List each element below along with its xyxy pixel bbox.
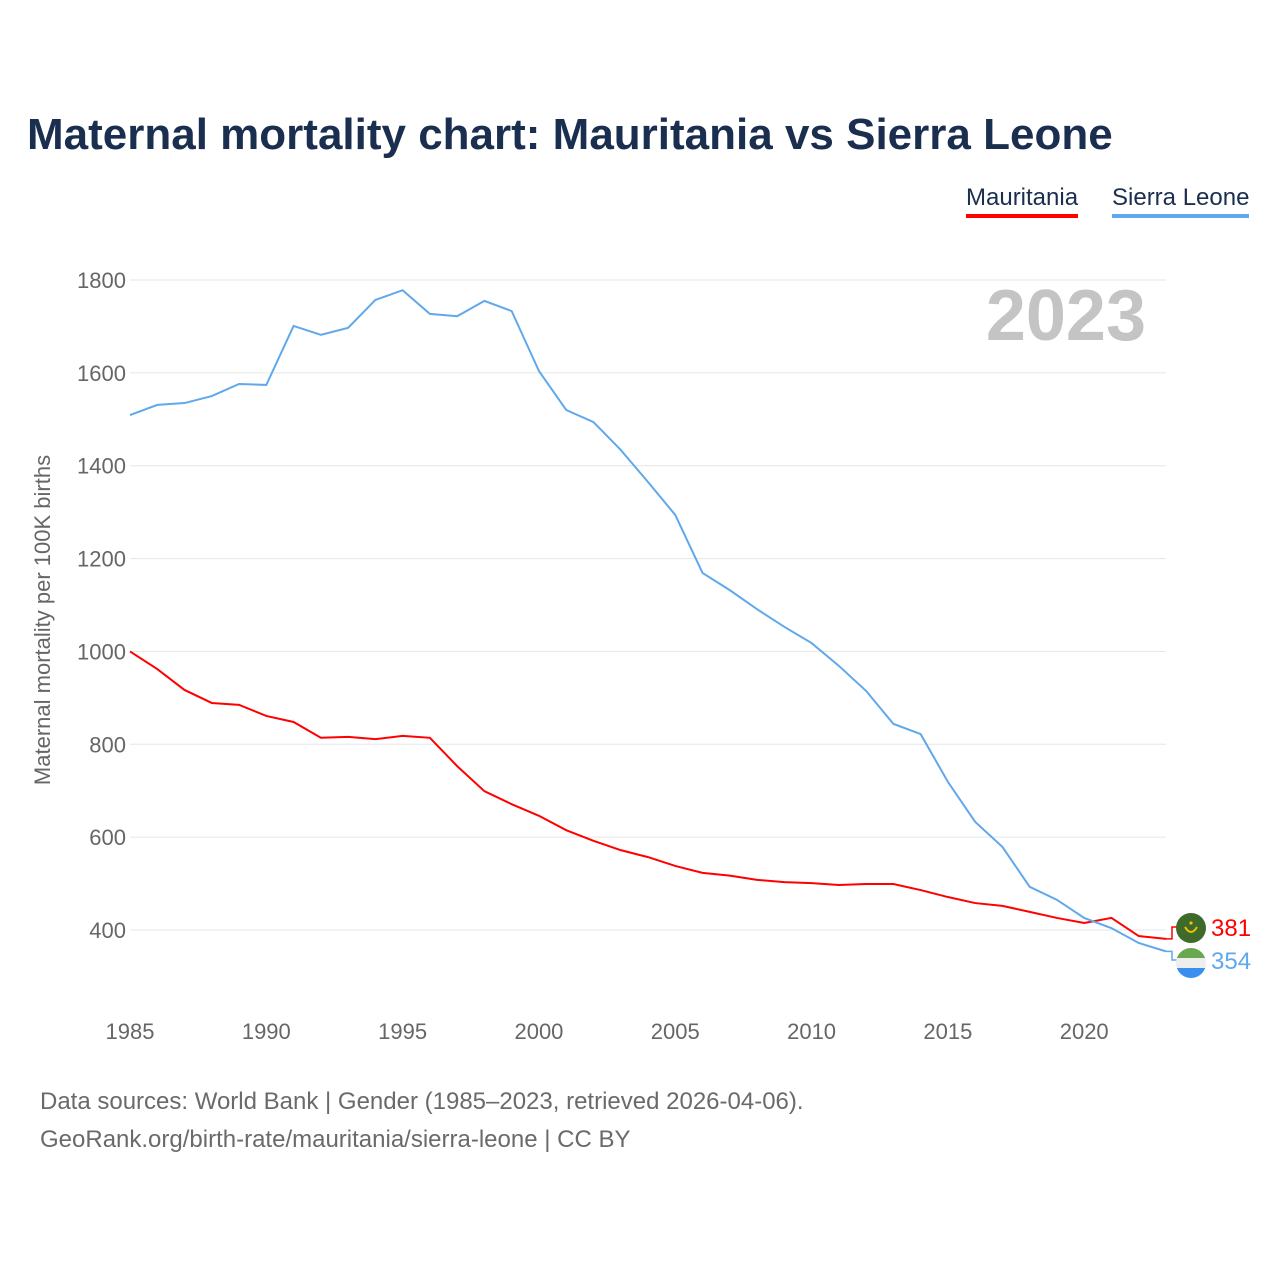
source-text: Data sources: World Bank | Gender (1985–… <box>40 1088 804 1115</box>
x-tick-label: 2010 <box>787 1019 836 1044</box>
flag-stripe <box>1176 968 1206 978</box>
legend-sierra-leone[interactable]: Sierra Leone <box>1112 184 1250 218</box>
sierra-leone-flag-icon <box>1176 948 1206 958</box>
series-line-mauritania <box>129 650 1167 940</box>
flag-stripe <box>1176 958 1206 968</box>
end-value-label: 381 <box>1211 915 1251 942</box>
chart-title: Maternal mortality chart: Mauritania vs … <box>27 110 1113 159</box>
y-tick-label: 600 <box>89 825 126 850</box>
end-value-label: 354 <box>1211 948 1251 975</box>
x-tick-label: 2020 <box>1060 1019 1109 1044</box>
y-tick-label: 400 <box>89 918 126 943</box>
y-tick-label: 1200 <box>77 547 126 572</box>
end-label-connector <box>1166 950 1178 961</box>
source-link[interactable]: GeoRank.org/birth-rate/mauritania/sierra… <box>40 1126 631 1153</box>
x-tick-label: 2015 <box>923 1019 972 1044</box>
y-tick-label: 1800 <box>77 268 126 293</box>
year-watermark: 2023 <box>986 276 1146 356</box>
y-tick-label: 1600 <box>77 361 126 386</box>
mauritania-flag-icon <box>1176 913 1206 943</box>
x-tick-label: 1990 <box>242 1019 291 1044</box>
y-tick-label: 1000 <box>77 639 126 664</box>
y-axis-label: Maternal mortality per 100K births <box>30 455 55 785</box>
x-tick-label: 1985 <box>106 1019 155 1044</box>
star-icon <box>1189 921 1193 925</box>
legend-mauritania[interactable]: Mauritania <box>966 184 1079 218</box>
x-tick-label: 2005 <box>651 1019 700 1044</box>
x-tick-label: 1995 <box>378 1019 427 1044</box>
y-tick-label: 1400 <box>77 454 126 479</box>
x-tick-label: 2000 <box>514 1019 563 1044</box>
crescent-icon <box>1184 926 1198 933</box>
y-tick-label: 800 <box>89 732 126 757</box>
end-label-connector <box>1166 926 1178 940</box>
series-line-sierra-leone <box>129 289 1167 953</box>
